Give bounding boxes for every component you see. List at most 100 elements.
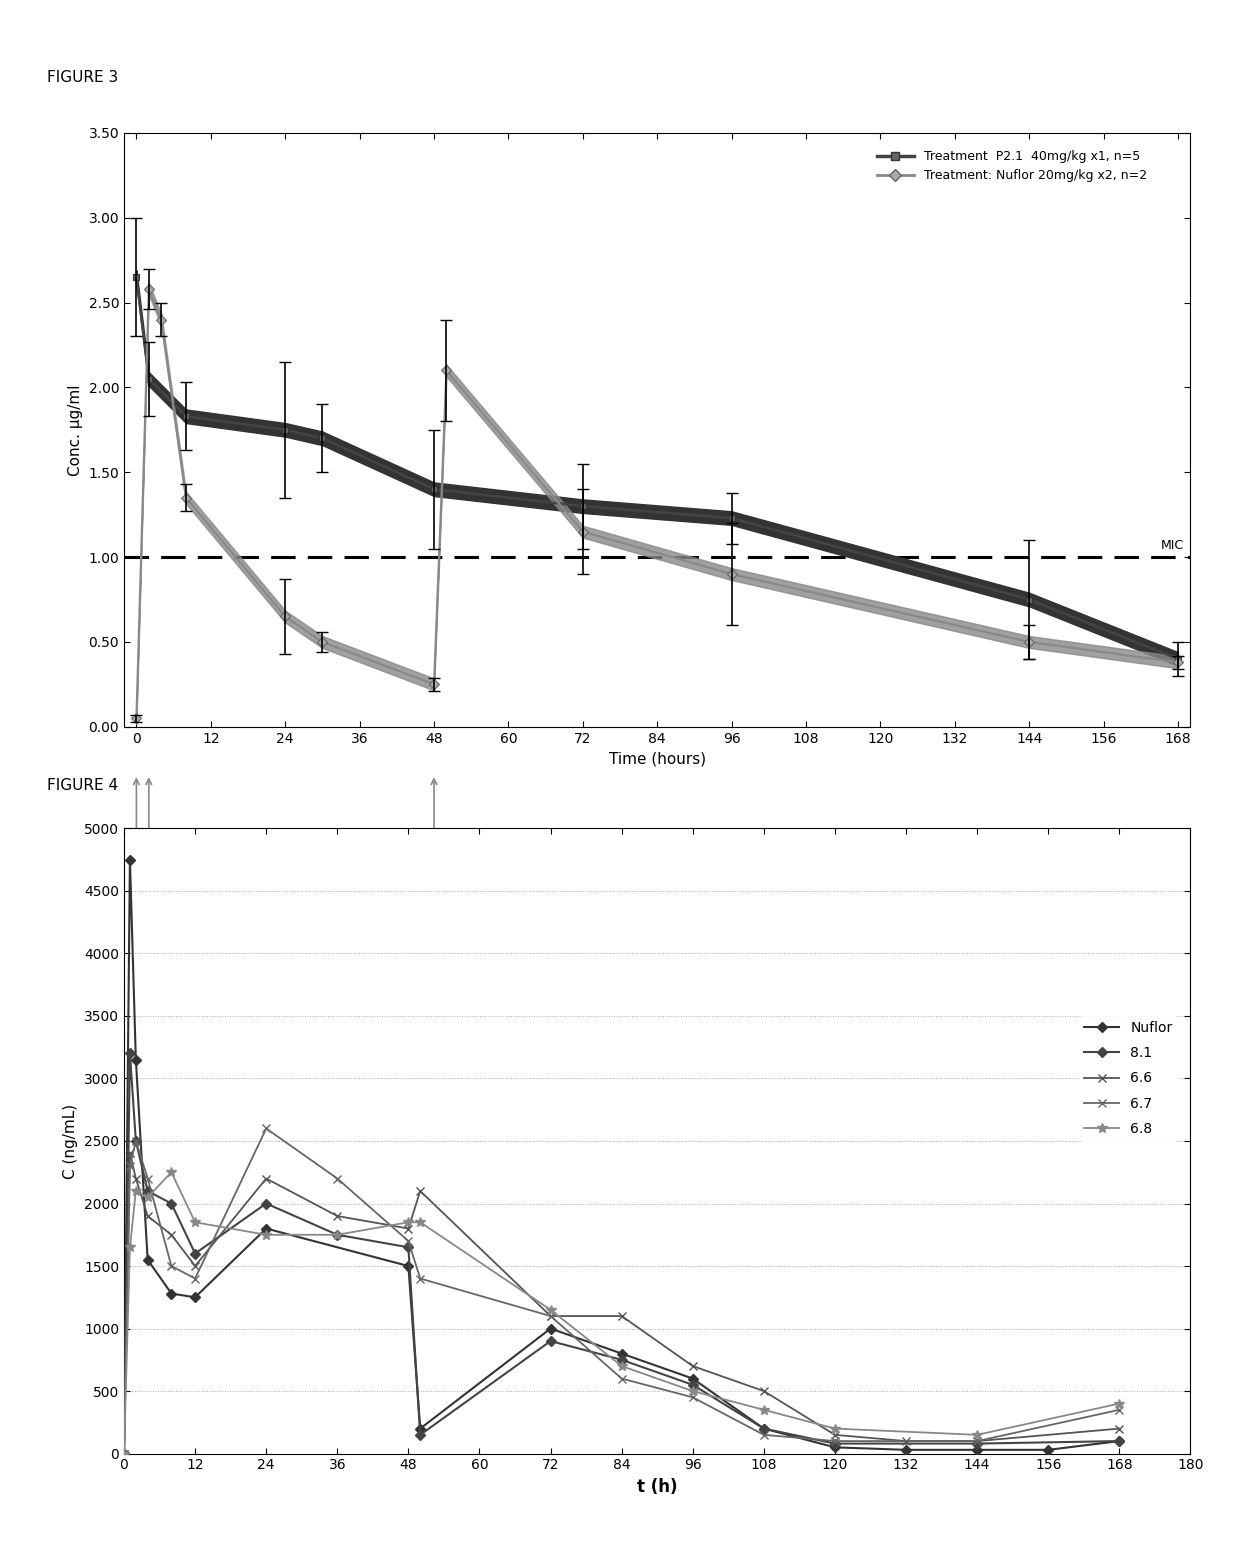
Nuflor bbox=[827, 1438, 842, 1457]
6.7 bbox=[686, 1388, 701, 1407]
6.8 bbox=[401, 1213, 415, 1232]
8.1 bbox=[686, 1375, 701, 1394]
Nuflor bbox=[686, 1369, 701, 1388]
6.7 bbox=[187, 1269, 202, 1288]
Nuflor bbox=[129, 1050, 144, 1069]
6.7 bbox=[129, 1132, 144, 1150]
6.7 bbox=[123, 1157, 138, 1175]
6.8 bbox=[970, 1425, 985, 1444]
Nuflor bbox=[756, 1419, 771, 1438]
6.8 bbox=[187, 1213, 202, 1232]
6.7 bbox=[756, 1425, 771, 1444]
Y-axis label: Conc. μg/ml: Conc. μg/ml bbox=[68, 384, 83, 475]
6.7 bbox=[827, 1432, 842, 1450]
Text: FIGURE 3: FIGURE 3 bbox=[47, 70, 118, 86]
6.8 bbox=[164, 1163, 179, 1182]
Nuflor bbox=[401, 1257, 415, 1275]
Nuflor bbox=[543, 1319, 558, 1338]
8.1 bbox=[401, 1238, 415, 1257]
8.1 bbox=[543, 1332, 558, 1350]
Legend: Nuflor, 8.1, 6.6, 6.7, 6.8: Nuflor, 8.1, 6.6, 6.7, 6.8 bbox=[1079, 1016, 1178, 1141]
6.6 bbox=[899, 1432, 914, 1450]
6.7 bbox=[543, 1307, 558, 1325]
8.1 bbox=[140, 1182, 155, 1200]
6.6 bbox=[413, 1182, 428, 1200]
8.1 bbox=[827, 1435, 842, 1454]
6.7 bbox=[259, 1119, 274, 1138]
8.1 bbox=[970, 1435, 985, 1454]
6.7 bbox=[614, 1369, 629, 1388]
8.1 bbox=[129, 1132, 144, 1150]
Legend: Treatment  P2.1  40mg/kg x1, n=5, Treatment: Nuflor 20mg/kg x2, n=2: Treatment P2.1 40mg/kg x1, n=5, Treatmen… bbox=[872, 145, 1152, 188]
8.1 bbox=[756, 1419, 771, 1438]
6.6 bbox=[543, 1307, 558, 1325]
6.8 bbox=[129, 1182, 144, 1200]
6.8 bbox=[117, 1444, 131, 1463]
Text: MIC: MIC bbox=[1161, 539, 1184, 552]
6.6 bbox=[970, 1432, 985, 1450]
6.7 bbox=[1112, 1400, 1127, 1419]
6.8 bbox=[413, 1213, 428, 1232]
6.6 bbox=[401, 1219, 415, 1238]
8.1 bbox=[330, 1225, 345, 1244]
6.7 bbox=[140, 1169, 155, 1188]
6.8 bbox=[614, 1357, 629, 1375]
6.8 bbox=[330, 1225, 345, 1244]
6.7 bbox=[164, 1257, 179, 1275]
6.8 bbox=[1112, 1394, 1127, 1413]
Nuflor bbox=[413, 1419, 428, 1438]
6.6 bbox=[123, 1144, 138, 1163]
Line: 6.7: 6.7 bbox=[120, 1124, 1123, 1458]
6.6 bbox=[686, 1357, 701, 1375]
8.1 bbox=[413, 1425, 428, 1444]
8.1 bbox=[259, 1194, 274, 1213]
8.1 bbox=[1112, 1432, 1127, 1450]
Y-axis label: C (ng/mL): C (ng/mL) bbox=[63, 1103, 78, 1179]
Line: 8.1: 8.1 bbox=[120, 1050, 1122, 1457]
Nuflor bbox=[1112, 1432, 1127, 1450]
6.6 bbox=[140, 1207, 155, 1225]
X-axis label: Time (hours): Time (hours) bbox=[609, 752, 706, 766]
6.8 bbox=[756, 1400, 771, 1419]
Nuflor bbox=[123, 850, 138, 869]
6.8 bbox=[827, 1419, 842, 1438]
Nuflor bbox=[259, 1219, 274, 1238]
6.6 bbox=[1112, 1419, 1127, 1438]
8.1 bbox=[164, 1194, 179, 1213]
6.6 bbox=[259, 1169, 274, 1188]
6.7 bbox=[117, 1444, 131, 1463]
8.1 bbox=[123, 1044, 138, 1063]
6.8 bbox=[686, 1382, 701, 1400]
Nuflor bbox=[614, 1344, 629, 1363]
Line: 6.8: 6.8 bbox=[119, 1168, 1125, 1458]
Nuflor bbox=[164, 1285, 179, 1304]
6.6 bbox=[187, 1257, 202, 1275]
Nuflor bbox=[187, 1288, 202, 1307]
6.7 bbox=[401, 1232, 415, 1250]
6.6 bbox=[330, 1207, 345, 1225]
8.1 bbox=[187, 1244, 202, 1263]
6.6 bbox=[756, 1382, 771, 1400]
6.6 bbox=[827, 1425, 842, 1444]
6.7 bbox=[970, 1432, 985, 1450]
6.7 bbox=[330, 1169, 345, 1188]
Nuflor bbox=[140, 1250, 155, 1269]
6.8 bbox=[543, 1300, 558, 1319]
Nuflor bbox=[899, 1441, 914, 1460]
6.6 bbox=[164, 1225, 179, 1244]
X-axis label: t (h): t (h) bbox=[637, 1479, 677, 1496]
Nuflor bbox=[117, 1444, 131, 1463]
6.8 bbox=[259, 1225, 274, 1244]
6.6 bbox=[129, 1169, 144, 1188]
8.1 bbox=[117, 1444, 131, 1463]
6.7 bbox=[413, 1269, 428, 1288]
Text: FIGURE 4: FIGURE 4 bbox=[47, 778, 118, 794]
6.8 bbox=[123, 1238, 138, 1257]
Nuflor bbox=[1040, 1441, 1055, 1460]
Line: Nuflor: Nuflor bbox=[120, 857, 1122, 1457]
6.6 bbox=[117, 1444, 131, 1463]
Nuflor bbox=[970, 1441, 985, 1460]
8.1 bbox=[614, 1350, 629, 1369]
6.6 bbox=[614, 1307, 629, 1325]
Line: 6.6: 6.6 bbox=[120, 1149, 1123, 1458]
